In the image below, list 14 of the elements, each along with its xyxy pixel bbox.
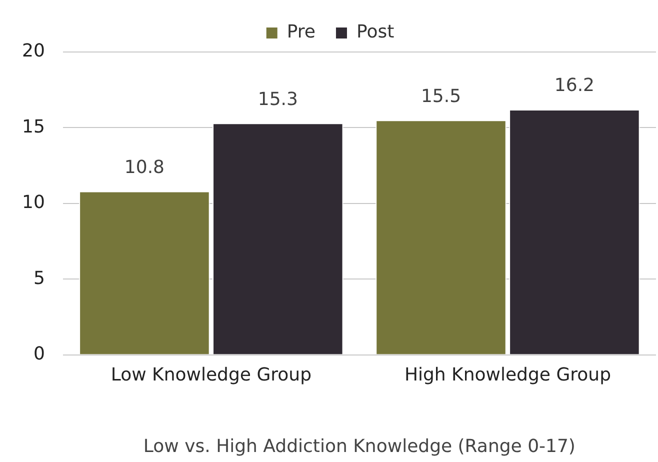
x-tick-label: Low Knowledge Group	[110, 364, 312, 386]
data-label: 16.2	[554, 75, 594, 96]
data-label: 15.3	[258, 88, 298, 110]
y-tick-label: 5	[33, 268, 45, 289]
data-label: 10.8	[124, 156, 164, 178]
y-tick-label: 0	[33, 343, 45, 364]
x-tick-label: High Knowledge Group	[404, 364, 612, 386]
y-tick-label: 15	[22, 116, 45, 138]
legend-label: Post	[356, 22, 394, 43]
y-tick-label: 10	[22, 192, 45, 214]
data-label: 15.5	[420, 86, 462, 107]
legend-label: Pre	[286, 22, 316, 43]
x-axis-title: Low vs. High Addiction Knowledge (Range 0-17)	[143, 436, 576, 457]
y-tick-label: 20	[22, 40, 45, 62]
